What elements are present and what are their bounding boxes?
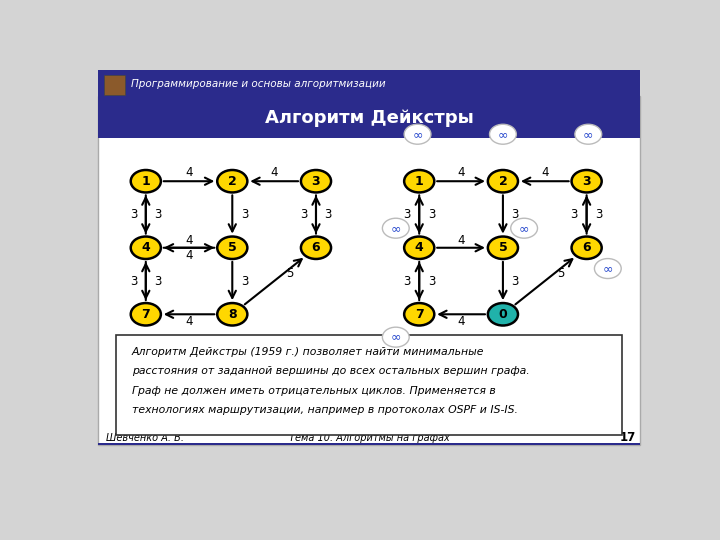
Text: 3: 3 — [154, 208, 162, 221]
Text: Тема 10. Алгоритмы на графах: Тема 10. Алгоритмы на графах — [289, 433, 449, 443]
Text: 5: 5 — [228, 241, 237, 254]
Text: 6: 6 — [582, 241, 591, 254]
FancyBboxPatch shape — [116, 335, 622, 435]
Text: 4: 4 — [271, 166, 278, 179]
Text: 1: 1 — [415, 175, 423, 188]
Text: 4: 4 — [457, 234, 465, 247]
Text: 4: 4 — [185, 234, 193, 247]
Text: расстояния от заданной вершины до всех остальных вершин графа.: расстояния от заданной вершины до всех о… — [132, 366, 530, 376]
Text: 5: 5 — [557, 267, 564, 280]
Text: 5: 5 — [286, 267, 294, 280]
Text: 3: 3 — [403, 208, 410, 221]
Circle shape — [301, 237, 331, 259]
Text: 3: 3 — [130, 208, 138, 221]
Text: 3: 3 — [325, 208, 332, 221]
Text: ∞: ∞ — [603, 262, 613, 275]
Circle shape — [301, 170, 331, 192]
Text: 3: 3 — [130, 274, 138, 287]
Text: 7: 7 — [141, 308, 150, 321]
Text: 3: 3 — [403, 274, 410, 287]
Text: Шевченко А. В.: Шевченко А. В. — [106, 433, 184, 443]
Circle shape — [404, 303, 434, 326]
Text: 4: 4 — [415, 241, 423, 254]
FancyBboxPatch shape — [99, 443, 639, 446]
Text: 3: 3 — [582, 175, 591, 188]
Circle shape — [131, 303, 161, 326]
Circle shape — [404, 170, 434, 192]
FancyBboxPatch shape — [99, 96, 639, 446]
Circle shape — [217, 170, 248, 192]
Text: 3: 3 — [571, 208, 578, 221]
FancyBboxPatch shape — [104, 75, 125, 94]
Text: 4: 4 — [185, 166, 193, 179]
Text: 4: 4 — [185, 315, 193, 328]
Text: 3: 3 — [312, 175, 320, 188]
Text: Программирование и основы алгоритмизации: Программирование и основы алгоритмизации — [131, 78, 386, 89]
Circle shape — [404, 237, 434, 259]
Circle shape — [131, 237, 161, 259]
Circle shape — [572, 237, 602, 259]
Text: ∞: ∞ — [390, 330, 401, 343]
Text: ∞: ∞ — [390, 222, 401, 235]
Text: 3: 3 — [428, 208, 435, 221]
FancyBboxPatch shape — [99, 98, 639, 138]
Text: 17: 17 — [619, 431, 636, 444]
Text: 5: 5 — [498, 241, 508, 254]
Text: 3: 3 — [511, 208, 519, 221]
Text: 3: 3 — [595, 208, 603, 221]
Circle shape — [595, 259, 621, 279]
Text: 3: 3 — [428, 274, 435, 287]
Text: 7: 7 — [415, 308, 423, 321]
Text: 3: 3 — [241, 274, 248, 287]
Text: 4: 4 — [141, 241, 150, 254]
Text: ∞: ∞ — [519, 222, 529, 235]
Text: 4: 4 — [541, 166, 549, 179]
Text: 4: 4 — [457, 166, 465, 179]
Circle shape — [404, 124, 431, 144]
Circle shape — [488, 237, 518, 259]
Circle shape — [572, 170, 602, 192]
FancyBboxPatch shape — [99, 70, 639, 98]
Circle shape — [575, 124, 602, 144]
Circle shape — [382, 218, 409, 238]
Circle shape — [131, 170, 161, 192]
Circle shape — [490, 124, 516, 144]
Text: ∞: ∞ — [413, 128, 423, 141]
Text: ∞: ∞ — [583, 128, 593, 141]
Text: 4: 4 — [185, 249, 193, 262]
Text: Алгоритм Дейкстры (1959 г.) позволяет найти минимальные: Алгоритм Дейкстры (1959 г.) позволяет на… — [132, 347, 485, 357]
Text: 4: 4 — [457, 315, 465, 328]
Circle shape — [488, 303, 518, 326]
Text: 6: 6 — [312, 241, 320, 254]
Text: 2: 2 — [498, 175, 508, 188]
Text: Алгоритм Дейкстры: Алгоритм Дейкстры — [264, 109, 474, 126]
Text: 1: 1 — [141, 175, 150, 188]
Text: 2: 2 — [228, 175, 237, 188]
Circle shape — [488, 170, 518, 192]
Text: ∞: ∞ — [498, 128, 508, 141]
Text: технологиях маршрутизации, например в протоколах OSPF и IS-IS.: технологиях маршрутизации, например в пр… — [132, 406, 518, 415]
Text: 3: 3 — [241, 208, 248, 221]
Circle shape — [382, 327, 409, 347]
Text: 3: 3 — [154, 274, 162, 287]
Circle shape — [217, 237, 248, 259]
Circle shape — [510, 218, 538, 238]
Text: 3: 3 — [511, 274, 519, 287]
Text: 8: 8 — [228, 308, 237, 321]
Text: Граф не должен иметь отрицательных циклов. Применяется в: Граф не должен иметь отрицательных цикло… — [132, 386, 495, 396]
Text: 0: 0 — [498, 308, 508, 321]
Text: 3: 3 — [300, 208, 307, 221]
Circle shape — [217, 303, 248, 326]
